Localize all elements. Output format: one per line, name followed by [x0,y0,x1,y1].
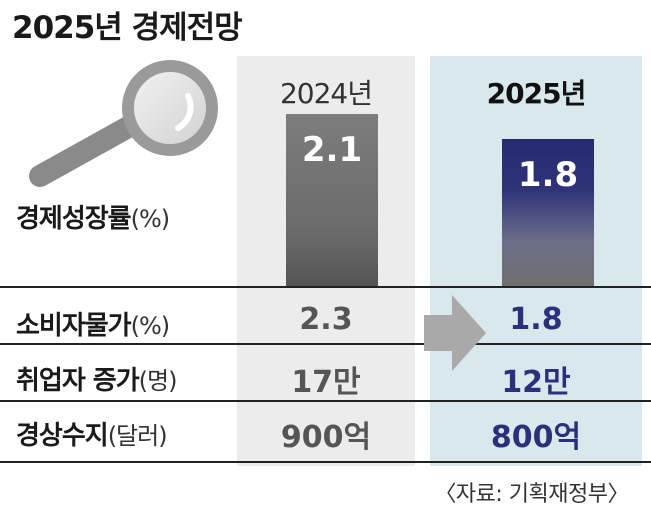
bar-2024 [286,114,378,286]
value-prices-2025: 1.8 [509,302,563,337]
row-divider [0,343,651,345]
value-current-account-2025: 800억 [490,420,582,455]
value-current-account-2024: 900억 [280,420,372,455]
row-label-prices: 소비자물가(%) [16,311,170,341]
row-divider [0,400,651,402]
bar-label-2024: 2.1 [301,130,363,170]
row-divider [0,286,651,288]
column-header-2024: 2024년 [279,77,373,110]
value-employment-2024: 17만 [291,365,361,400]
bar-2025 [502,138,594,286]
page-title: 2025년 경제전망 [12,10,243,46]
value-prices-2024: 2.3 [299,302,353,337]
row-label-current-account: 경상수지(달러) [16,421,168,451]
row-label-employment: 취업자 증가(명) [16,366,177,396]
column-header-2025: 2025년 [486,77,587,110]
row-divider [0,461,651,463]
right-arrow-icon [424,295,486,371]
bar-label-2025: 1.8 [517,154,579,195]
row-label-growth: 경제성장률(%) [16,204,170,234]
value-employment-2025: 12만 [501,365,571,400]
source-note: 〈자료: 기획재정부〉 [434,482,629,507]
magnifying-glass-icon [29,60,218,187]
